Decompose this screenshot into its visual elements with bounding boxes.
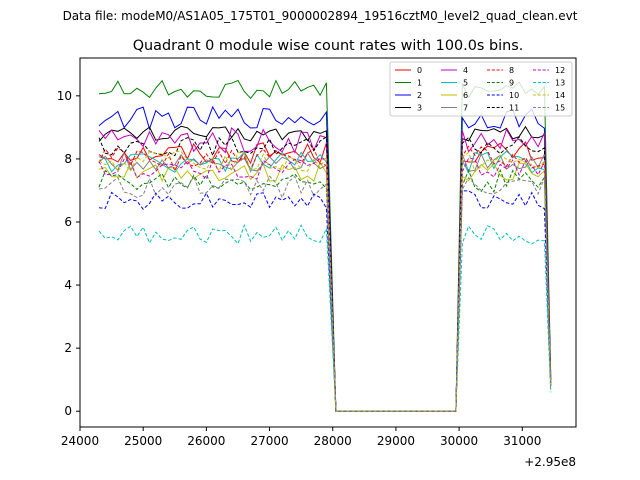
legend-label: 3 [417,104,422,113]
x-tick-label: 24000 [61,434,99,448]
series-line-8 [98,145,552,412]
x-offset-label: +2.95e8 [524,455,576,469]
y-tick-label: 4 [64,278,72,292]
y-tick-label: 0 [64,404,72,418]
x-tick-label: 25000 [124,434,162,448]
legend-label: 14 [555,91,565,100]
legend-label: 7 [463,104,468,113]
legend-label: 8 [509,66,514,75]
suptitle: Data file: modeM0/AS1A05_175T01_90000028… [63,9,578,23]
series-line-15 [98,175,552,412]
y-tick-label: 10 [57,89,72,103]
series-line-4 [98,127,552,412]
series-line-0 [98,141,552,412]
y-tick-label: 6 [64,215,72,229]
legend-label: 5 [463,79,468,88]
series-line-2 [98,105,552,412]
legend-label: 6 [463,91,468,100]
series-line-13 [98,223,552,412]
legend-label: 15 [555,104,565,113]
legend-label: 9 [509,79,514,88]
legend-label: 12 [555,66,565,75]
legend-label: 4 [463,66,468,75]
series-line-9 [98,168,552,412]
series-line-3 [98,125,552,412]
series-line-12 [98,157,552,412]
y-axis: 0 2 4 6 8 10 [57,89,80,418]
y-tick-label: 2 [64,341,72,355]
chart-title: Quadrant 0 module wise count rates with … [133,38,524,54]
x-axis: 24000 25000 26000 27000 28000 29000 30000 31000 [61,427,541,448]
series-line-14 [98,150,552,412]
legend-label: 11 [509,104,519,113]
x-tick-label: 26000 [187,434,225,448]
x-tick-label: 31000 [503,434,541,448]
series-line-7 [98,151,552,412]
x-tick-label: 28000 [314,434,352,448]
legend-label: 2 [417,91,422,100]
x-tick-label: 27000 [250,434,288,448]
series-line-6 [98,161,552,412]
legend-label: 0 [417,66,422,75]
y-tick-label: 8 [64,152,72,166]
series-layer [98,79,552,412]
plot-frame [79,57,577,428]
legend-label: 10 [509,91,519,100]
x-tick-label: 29000 [377,434,415,448]
legend-label: 1 [417,79,422,88]
legend-label: 13 [555,79,565,88]
legend-box [389,61,573,117]
x-tick-label: 30000 [440,434,478,448]
